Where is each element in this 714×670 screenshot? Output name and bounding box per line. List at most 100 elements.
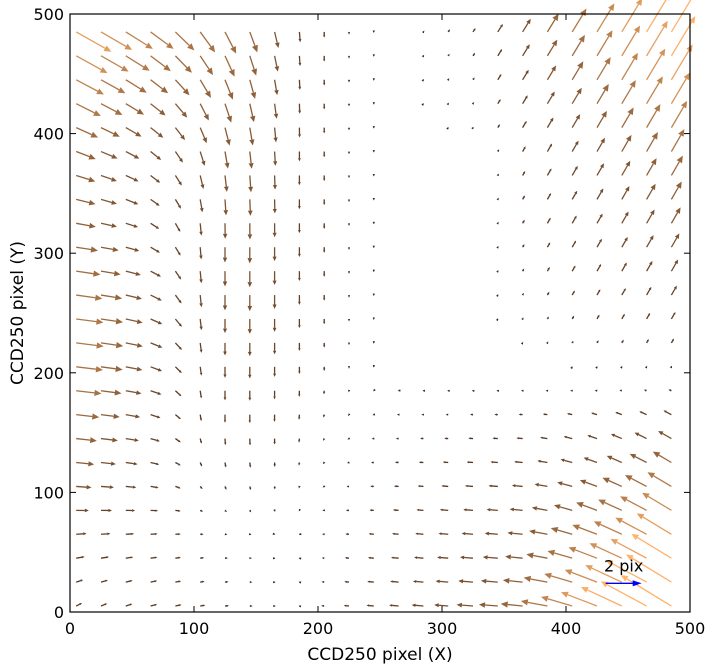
quiver-arrow-head	[202, 604, 206, 607]
quiver-arrow-head	[298, 581, 302, 584]
quiver-arrow-head	[668, 0, 670, 1]
quiver-arrow-shaft	[76, 366, 97, 370]
quiver-arrow-head	[109, 485, 114, 489]
quiver-arrow-shaft	[75, 580, 81, 583]
quiver-arrow	[175, 485, 181, 489]
quiver-arrow-head	[96, 342, 104, 349]
quiver-arrow	[663, 410, 672, 416]
quiver-arrow	[596, 110, 607, 128]
quiver-arrow-head	[521, 317, 524, 321]
quiver-arrow	[496, 221, 499, 225]
quiver-arrow-head	[367, 580, 370, 583]
quiver-arrow	[646, 235, 654, 248]
quiver-arrow-head	[674, 259, 679, 265]
quiver-arrow-shaft	[596, 9, 612, 33]
quiver-arrow	[298, 31, 302, 43]
quiver-arrow-head	[135, 414, 141, 419]
quiver-arrow-shaft	[224, 31, 234, 48]
quiver-arrow-head	[507, 531, 513, 536]
quiver-arrow-head	[297, 229, 301, 234]
quiver-arrow	[646, 0, 670, 33]
quiver-arrow	[646, 183, 656, 200]
quiver-arrow	[571, 87, 582, 105]
quiver-arrow	[150, 151, 162, 160]
quiver-arrow-head	[132, 509, 136, 512]
quiver-arrow-shaft	[199, 199, 203, 209]
quiver-arrow	[639, 411, 647, 416]
quiver-arrow	[321, 557, 325, 560]
quiver-arrow-head	[322, 414, 326, 418]
quiver-arrow-head	[639, 411, 643, 414]
quiver-arrow-head	[248, 420, 252, 424]
quiver-arrow	[496, 294, 499, 297]
quiver-arrow-head	[178, 346, 182, 351]
quiver-arrow	[199, 223, 203, 236]
quiver-arrow-head	[297, 253, 301, 258]
quiver-arrow	[571, 140, 579, 152]
quiver-arrow-head	[133, 154, 140, 159]
quiver-arrow-head	[248, 533, 252, 536]
quiver-arrow-shaft	[546, 268, 550, 272]
quiver-arrow-shaft	[199, 247, 202, 256]
quiver-arrow-shaft	[100, 174, 113, 180]
quiver-arrow	[150, 246, 160, 253]
quiver-arrow-head	[529, 529, 536, 535]
quiver-arrow-shaft	[571, 168, 577, 176]
quiver-arrow	[446, 78, 450, 81]
quiver-arrow	[546, 117, 554, 128]
quiver-arrow-head	[110, 461, 116, 466]
quiver-arrow-head	[272, 532, 276, 535]
quiver-arrow	[646, 20, 668, 57]
quiver-arrow-shaft	[199, 271, 202, 280]
quiver-arrow	[393, 485, 399, 488]
quiver-arrow	[174, 222, 181, 232]
quiver-arrow-shaft	[150, 485, 157, 488]
quiver-arrow-head	[134, 247, 140, 252]
quiver-arrow-head	[650, 209, 655, 216]
quiver-arrow-head	[502, 577, 510, 584]
quiver-arrow-shaft	[522, 172, 525, 176]
quiver-arrow-shaft	[125, 485, 133, 488]
quiver-arrow-shaft	[174, 151, 182, 160]
quiver-arrow-head	[96, 318, 104, 325]
quiver-arrow	[347, 437, 351, 440]
quiver-arrow-head	[323, 82, 326, 86]
quiver-arrow-head	[323, 154, 326, 158]
quiver-arrow-shaft	[75, 31, 106, 49]
quiver-arrow	[150, 580, 158, 583]
quiver-arrow	[492, 437, 498, 440]
quiver-arrow-shaft	[540, 460, 548, 464]
quiver-arrow-shaft	[249, 55, 255, 70]
quiver-arrow-head	[346, 461, 350, 464]
quiver-arrow	[174, 318, 182, 327]
quiver-arrow	[248, 175, 254, 193]
quiver-arrow-shaft	[249, 127, 253, 140]
quiver-arrow	[571, 240, 577, 248]
quiver-arrow-head	[415, 532, 418, 535]
quiver-arrow-shaft	[642, 516, 672, 535]
quiver-arrow	[298, 55, 302, 67]
quiver-arrow-shaft	[100, 390, 116, 394]
quiver-arrow-head	[111, 223, 117, 228]
quiver-arrow-shaft	[653, 475, 672, 487]
quiver-arrow-shaft	[199, 342, 202, 350]
quiver-arrow	[222, 318, 228, 334]
quiver-arrow	[125, 103, 145, 115]
quiver-arrow-shaft	[76, 294, 96, 299]
quiver-arrow-head	[534, 483, 540, 487]
quiver-arrow-head	[201, 533, 204, 536]
quiver-arrow-shaft	[596, 216, 602, 224]
quiver-arrow	[298, 390, 301, 397]
quiver-arrow	[100, 79, 126, 94]
quiver-arrow-head	[247, 258, 253, 264]
quiver-arrow-head	[272, 304, 277, 309]
quiver-arrow-head	[544, 572, 552, 579]
quiver-arrow-head	[203, 113, 209, 121]
quiver-arrow-shaft	[175, 438, 180, 442]
quiver-arrow	[323, 175, 326, 182]
quiver-arrow	[347, 342, 351, 346]
quiver-arrow	[75, 579, 84, 583]
y-tick-label: 300	[33, 244, 64, 263]
quiver-arrow-shaft	[564, 459, 573, 464]
quiver-arrow	[606, 455, 623, 464]
